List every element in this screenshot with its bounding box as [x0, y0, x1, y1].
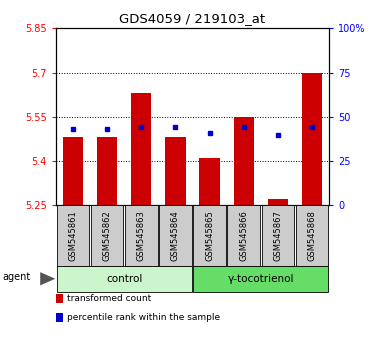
FancyBboxPatch shape: [193, 266, 328, 292]
FancyBboxPatch shape: [91, 205, 124, 266]
FancyBboxPatch shape: [125, 205, 157, 266]
Text: GSM545865: GSM545865: [205, 210, 214, 261]
FancyBboxPatch shape: [193, 205, 226, 266]
Text: GSM545861: GSM545861: [69, 210, 77, 261]
Bar: [97, 137, 117, 205]
Bar: [165, 137, 186, 205]
Text: percentile rank within the sample: percentile rank within the sample: [67, 313, 220, 322]
Polygon shape: [40, 272, 55, 285]
FancyBboxPatch shape: [296, 205, 328, 266]
Text: GSM545867: GSM545867: [273, 210, 283, 261]
FancyBboxPatch shape: [261, 205, 294, 266]
Text: GDS4059 / 219103_at: GDS4059 / 219103_at: [119, 12, 266, 25]
Bar: [56, 313, 64, 322]
Text: GSM545864: GSM545864: [171, 210, 180, 261]
FancyBboxPatch shape: [57, 266, 192, 292]
Bar: [199, 158, 220, 205]
Bar: [131, 93, 152, 205]
Bar: [268, 199, 288, 205]
Bar: [302, 73, 322, 205]
FancyBboxPatch shape: [159, 205, 192, 266]
Text: GSM545866: GSM545866: [239, 210, 248, 261]
FancyBboxPatch shape: [57, 205, 89, 266]
Bar: [233, 117, 254, 205]
Text: control: control: [106, 274, 142, 284]
FancyBboxPatch shape: [228, 205, 260, 266]
Text: γ-tocotrienol: γ-tocotrienol: [228, 274, 294, 284]
Text: GSM545862: GSM545862: [102, 210, 112, 261]
Text: GSM545868: GSM545868: [308, 210, 316, 261]
Text: GSM545863: GSM545863: [137, 210, 146, 261]
Text: agent: agent: [3, 273, 31, 282]
Text: transformed count: transformed count: [67, 294, 151, 303]
Bar: [56, 294, 64, 303]
Bar: [63, 137, 83, 205]
